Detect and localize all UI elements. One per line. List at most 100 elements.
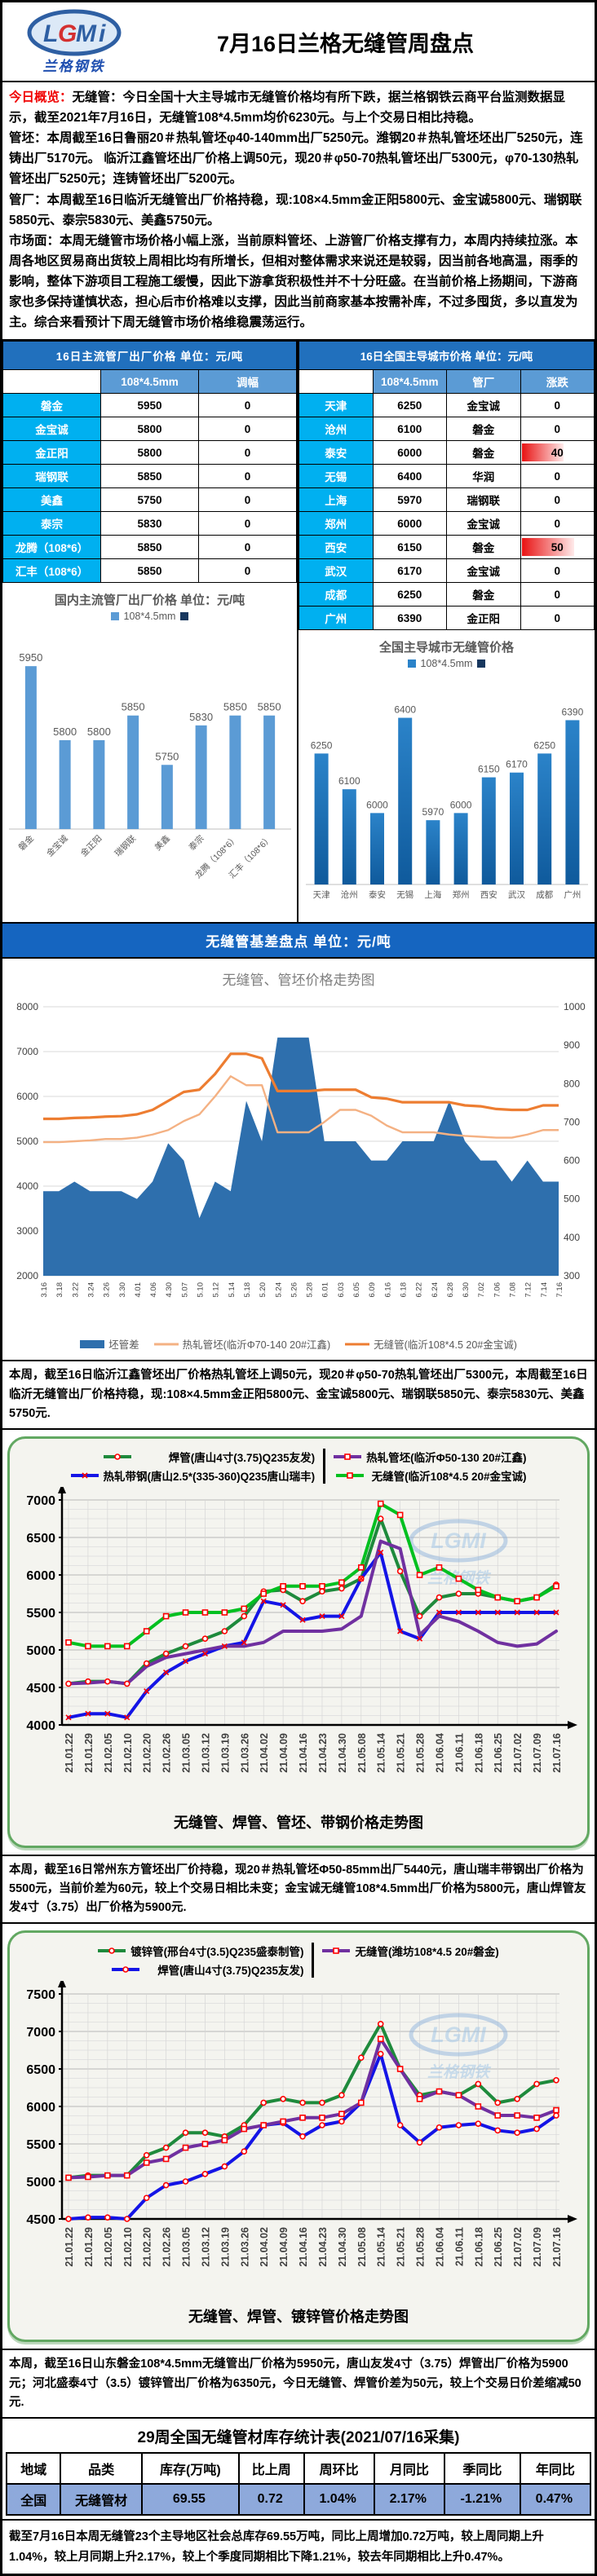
svg-text:21.01.22: 21.01.22 <box>64 1733 75 1773</box>
factory-name-cell: 金宝诚 <box>2 417 101 442</box>
updown-cell: 0 <box>520 511 595 536</box>
svg-text:21.05.08: 21.05.08 <box>356 1733 368 1773</box>
spec-header: 108*4.5mm <box>372 369 447 395</box>
svg-text:7.02: 7.02 <box>477 1282 486 1298</box>
factory-header: 管厂 <box>446 369 521 395</box>
report-header: L G M i 兰格钢铁 7月16日兰格无缝管周盘点 <box>2 2 595 82</box>
svg-text:M: M <box>76 20 97 47</box>
inventory-data-cell: -1.21% <box>443 2483 521 2516</box>
svg-text:5.18: 5.18 <box>243 1282 252 1298</box>
overview-seamless-pipe: 无缝管：今日全国十大主导城市无缝管价格均有所下跌，据兰格钢铁云商平台监测数据显示… <box>9 90 566 126</box>
inventory-summary-paragraph: 截至7月16日本周无缝管23个主导地区社会总库存69.55万吨，同比上周增加0.… <box>9 2530 544 2564</box>
svg-text:5500: 5500 <box>26 1607 55 1621</box>
factory-cell: 磐金 <box>446 535 521 560</box>
svg-text:4500: 4500 <box>26 2213 55 2227</box>
svg-text:21.04.16: 21.04.16 <box>298 1733 309 1773</box>
page-title: 7月16日兰格无缝管周盘点 <box>216 31 475 56</box>
updown-cell: 0 <box>520 606 595 631</box>
price-cell: 5850 <box>100 535 199 560</box>
legend-item: 焊管(唐山4寸(3.75)Q235友发) <box>98 1961 303 1978</box>
svg-text:21.05.08: 21.05.08 <box>356 2227 368 2267</box>
inventory-section: 29周全国无缝管材库存统计表(2021/07/16采集) 地域 品类 库存(万吨) 比… <box>2 2419 595 2521</box>
svg-text:700: 700 <box>564 1117 580 1128</box>
change-cell: 0 <box>198 393 297 418</box>
svg-text:21.07.16: 21.07.16 <box>551 1733 563 1773</box>
svg-text:7500: 7500 <box>26 1988 55 2002</box>
table-title-row: 16日全国主导城市价格 单位：元/吨 <box>298 341 595 371</box>
svg-text:21.03.05: 21.03.05 <box>181 1733 192 1773</box>
svg-text:6500: 6500 <box>26 1532 55 1546</box>
svg-text:无锡: 无锡 <box>396 889 413 900</box>
city-name-cell: 成都 <box>298 582 374 607</box>
svg-text:7.06: 7.06 <box>493 1282 502 1298</box>
svg-text:21.01.29: 21.01.29 <box>83 1733 95 1773</box>
svg-text:4.06: 4.06 <box>149 1282 158 1298</box>
trend-chart-svg: 4500 5000 5500 6000 6500 7000 7500 LGMI 兰格钢铁 21.0… <box>26 1981 577 2267</box>
price-cell: 5850 <box>100 464 199 489</box>
city-table-title: 16日全国主导城市价格 单位：元/吨 <box>298 341 595 371</box>
svg-text:21.02.26: 21.02.26 <box>161 1733 173 1773</box>
svg-text:5.20: 5.20 <box>259 1282 268 1298</box>
table-row: 沧州 6100 磐金 0 <box>298 417 595 442</box>
svg-text:5.24: 5.24 <box>274 1282 283 1298</box>
svg-text:3.22: 3.22 <box>71 1282 80 1298</box>
svg-text:21.03.19: 21.03.19 <box>219 2227 231 2267</box>
price-cell: 6000 <box>372 511 447 536</box>
svg-text:21.05.14: 21.05.14 <box>376 1733 387 1773</box>
inventory-data-cell: 全国 <box>5 2483 62 2516</box>
change-cell: 0 <box>198 417 297 442</box>
updown-heat-bar <box>521 538 574 557</box>
svg-text:5850: 5850 <box>258 701 281 713</box>
svg-text:沧州: 沧州 <box>340 889 357 900</box>
legend-item: 焊管(唐山4寸(3.75)Q235友发) <box>71 1449 315 1465</box>
inventory-data-cell: 2.17% <box>373 2483 445 2516</box>
svg-text:6000: 6000 <box>366 800 388 811</box>
legend-column: 热轧管坯(临沂Φ50-130 20#江鑫) 无缝管(临沂108*4.5 20#金宝… <box>334 1449 526 1484</box>
city-name-cell: 天津 <box>298 393 374 418</box>
change-cell: 0 <box>198 487 297 513</box>
factory-price-column: 16日主流管厂出厂价格 单位：元/吨 108*4.5mm 调幅 磐金 5950 0 金宝诚 5… <box>2 341 298 923</box>
overview-mills: 管厂：本周截至16日临沂无缝管出厂价格持稳，现:108×4.5mm金正阳5800… <box>9 192 582 227</box>
svg-text:4500: 4500 <box>26 1682 55 1696</box>
factory-cell: 磐金 <box>446 582 521 607</box>
strip-week-paragraph: 本周，截至16日常州东方管坯出厂价持稳，现20＃热轧管坯Φ50-85mm出厂54… <box>2 1856 595 1925</box>
svg-text:6.05: 6.05 <box>352 1282 361 1298</box>
blank-header-cell <box>2 369 101 395</box>
svg-text:21.05.21: 21.05.21 <box>396 2227 407 2267</box>
svg-text:21.05.14: 21.05.14 <box>376 2227 387 2267</box>
svg-text:900: 900 <box>564 1039 580 1051</box>
table-row: 汇丰（108*6） 5850 0 <box>2 558 297 584</box>
svg-text:瑞钢联: 瑞钢联 <box>113 833 139 859</box>
overview-billet: 管坯：本周截至16日鲁丽20＃热轧管坯φ40-140mm出厂5250元。潍钢20… <box>9 131 583 187</box>
svg-text:8000: 8000 <box>16 1001 38 1012</box>
svg-text:4.01: 4.01 <box>134 1282 143 1298</box>
svg-text:6.01: 6.01 <box>321 1282 330 1298</box>
svg-text:广州: 广州 <box>564 890 581 900</box>
table-row: 泰安 6000 磐金 40 <box>298 440 595 465</box>
svg-text:5.12: 5.12 <box>212 1282 221 1298</box>
updown-cell: 0 <box>520 464 595 489</box>
overview-lead: 今日概览： <box>9 90 73 104</box>
svg-text:21.02.20: 21.02.20 <box>142 2227 153 2267</box>
svg-text:21.06.25: 21.06.25 <box>493 1733 504 1773</box>
factory-name-cell: 龙腾（108*6） <box>2 535 101 560</box>
change-header: 调幅 <box>198 369 297 395</box>
overview-market: 市场面：本周无缝管市场价格小幅上涨，当前原料管坯、上游管厂价格支撑有力，本周内持… <box>9 233 578 330</box>
svg-text:4000: 4000 <box>26 1719 55 1733</box>
svg-text:5000: 5000 <box>26 1644 55 1658</box>
city-name-cell: 上海 <box>298 487 374 513</box>
svg-text:武汉: 武汉 <box>508 889 525 900</box>
city-name-cell: 无锡 <box>298 464 374 489</box>
bar-chart-svg: 6250 天津 6100 沧州 6000 泰安 6400 无锡 5970 上海 6000 郑州 6150… <box>305 704 588 900</box>
factory-cell: 金宝诚 <box>446 511 521 536</box>
updown-cell: 0 <box>520 487 595 513</box>
spec-header: 108*4.5mm <box>100 369 199 395</box>
galvanized-week-paragraph: 本周，截至16日山东磐金108*4.5mm无缝管出厂价格为5950元，唐山友发4… <box>2 2350 595 2419</box>
svg-text:5.14: 5.14 <box>228 1282 237 1298</box>
updown-heat-bar <box>521 443 564 462</box>
city-bar-chart: 全国主导城市无缝管价格 108*4.5mm 6250 天津 6100 沧州 6000 泰安… <box>298 630 595 922</box>
legend-item: 无缝管(临沂108*4.5 20#金宝诚) <box>334 1467 526 1484</box>
svg-text:500: 500 <box>564 1193 580 1205</box>
svg-text:泰宗: 泰宗 <box>187 833 206 853</box>
